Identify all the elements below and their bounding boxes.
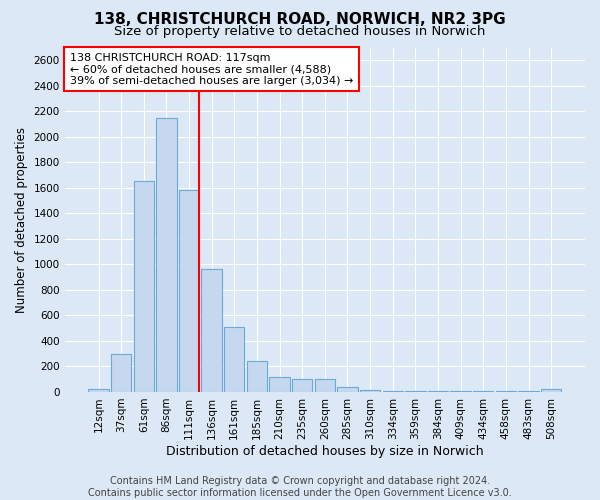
Bar: [337, 387, 358, 392]
Bar: [541, 390, 562, 392]
Y-axis label: Number of detached properties: Number of detached properties: [15, 126, 28, 312]
Bar: [202, 270, 222, 392]
Bar: [360, 390, 380, 392]
Bar: [134, 182, 154, 392]
Text: 138 CHRISTCHURCH ROAD: 117sqm
← 60% of detached houses are smaller (4,588)
39% o: 138 CHRISTCHURCH ROAD: 117sqm ← 60% of d…: [70, 52, 353, 86]
Bar: [179, 190, 199, 392]
Bar: [88, 390, 109, 392]
Bar: [314, 379, 335, 392]
Bar: [269, 376, 290, 392]
X-axis label: Distribution of detached houses by size in Norwich: Distribution of detached houses by size …: [166, 444, 484, 458]
Bar: [156, 118, 176, 392]
Text: Contains HM Land Registry data © Crown copyright and database right 2024.
Contai: Contains HM Land Registry data © Crown c…: [88, 476, 512, 498]
Text: Size of property relative to detached houses in Norwich: Size of property relative to detached ho…: [115, 25, 485, 38]
Bar: [224, 327, 244, 392]
Text: 138, CHRISTCHURCH ROAD, NORWICH, NR2 3PG: 138, CHRISTCHURCH ROAD, NORWICH, NR2 3PG: [94, 12, 506, 28]
Bar: [247, 360, 267, 392]
Bar: [111, 354, 131, 392]
Bar: [292, 379, 313, 392]
